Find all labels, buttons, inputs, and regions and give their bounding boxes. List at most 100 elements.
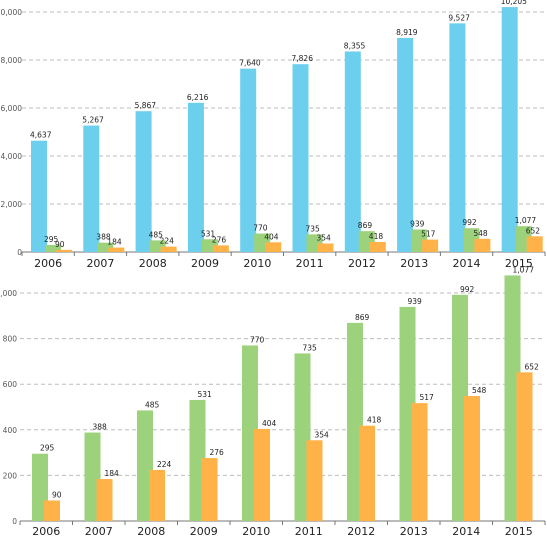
top-data-label: 939 — [410, 219, 425, 228]
top-bar-chart: 02,0004,0006,0008,00010,00020064,6372959… — [0, 0, 546, 270]
bottom-x-tick-label: 2015 — [505, 525, 533, 536]
top-data-label: 8,919 — [396, 28, 418, 37]
top-data-label: 517 — [421, 230, 436, 239]
bottom-data-label: 1,077 — [513, 265, 535, 274]
top-data-label: 10,205 — [501, 0, 527, 6]
top-bar-2007-s3 — [108, 247, 125, 252]
top-x-tick-label: 2013 — [400, 257, 428, 270]
top-bar-2009-s1 — [187, 102, 204, 252]
bottom-data-label: 735 — [303, 343, 318, 352]
top-bar-2009-s3 — [212, 245, 229, 252]
top-bar-2006-s1 — [31, 140, 47, 252]
top-data-label: 8,355 — [344, 41, 366, 50]
bottom-data-label: 770 — [250, 335, 265, 344]
top-y-tick-label: 6,000 — [1, 104, 23, 113]
top-bar-2008-s2 — [149, 240, 166, 252]
top-data-label: 7,826 — [292, 54, 314, 63]
top-bar-2011-s1 — [292, 64, 309, 253]
top-data-label: 4,637 — [30, 131, 52, 140]
bottom-y-tick-label: 800 — [3, 335, 18, 344]
bottom-bar-2011-s2 — [306, 440, 323, 521]
top-data-label: 735 — [306, 224, 321, 233]
bottom-y-tick-label: 400 — [3, 426, 18, 435]
top-bar-2013-s3 — [422, 239, 439, 252]
top-data-label: 184 — [107, 238, 122, 247]
top-data-label: 418 — [369, 232, 384, 241]
bottom-y-tick-label: 200 — [3, 471, 18, 480]
bottom-x-tick-label: 2006 — [32, 525, 60, 536]
top-bar-2007-s1 — [83, 125, 100, 252]
top-x-tick-label: 2007 — [86, 257, 114, 270]
top-x-tick-label: 2008 — [139, 257, 167, 270]
top-bar-2015-s3 — [526, 236, 543, 252]
bottom-bar-2007-s2 — [96, 479, 113, 521]
top-bar-2014-s1 — [449, 23, 466, 252]
bottom-y-tick-label: 600 — [3, 380, 18, 389]
top-y-tick-label: 0 — [17, 248, 22, 257]
top-x-tick-label: 2015 — [505, 257, 533, 270]
bottom-bar-2009-s2 — [201, 458, 218, 521]
bottom-x-tick-label: 2013 — [400, 525, 428, 536]
top-data-label: 388 — [96, 233, 111, 242]
bottom-data-label: 418 — [367, 416, 382, 425]
bottom-x-tick-label: 2010 — [242, 525, 270, 536]
top-data-label: 404 — [264, 232, 279, 241]
bottom-bar-2015-s2 — [516, 372, 533, 521]
bottom-x-tick-label: 2007 — [85, 525, 113, 536]
bottom-data-label: 548 — [472, 386, 487, 395]
top-data-label: 6,216 — [187, 93, 209, 102]
bottom-data-label: 224 — [157, 460, 172, 469]
bottom-data-label: 517 — [420, 393, 435, 402]
top-data-label: 7,640 — [239, 59, 261, 68]
bottom-x-tick-label: 2014 — [452, 525, 480, 536]
bottom-data-label: 276 — [210, 448, 225, 457]
top-data-label: 770 — [253, 224, 268, 233]
top-data-label: 869 — [358, 221, 373, 230]
top-data-label: 5,867 — [135, 101, 157, 110]
bottom-x-tick-label: 2011 — [295, 525, 323, 536]
bottom-y-tick-label: 0 — [12, 517, 17, 526]
bottom-data-label: 184 — [105, 469, 120, 478]
top-data-label: 276 — [212, 235, 227, 244]
bottom-data-label: 652 — [525, 362, 540, 371]
bottom-data-label: 295 — [40, 444, 55, 453]
bottom-bar-2014-s2 — [464, 396, 480, 521]
top-bar-2010-s3 — [265, 242, 282, 252]
top-bar-2006-s3 — [56, 249, 72, 252]
top-bar-2013-s1 — [397, 37, 414, 252]
top-data-label: 531 — [201, 229, 216, 238]
bottom-data-label: 992 — [460, 285, 475, 294]
top-data-label: 224 — [160, 237, 175, 246]
top-bar-2015-s1 — [501, 7, 518, 252]
bottom-data-label: 531 — [198, 390, 213, 399]
top-x-tick-label: 2012 — [348, 257, 376, 270]
bottom-x-tick-label: 2012 — [347, 525, 375, 536]
top-data-label: 548 — [473, 229, 488, 238]
top-x-tick-label: 2009 — [191, 257, 219, 270]
bottom-bar-2006-s2 — [44, 500, 60, 521]
top-bar-2007-s2 — [97, 242, 114, 252]
top-bar-2010-s1 — [240, 68, 257, 252]
bottom-data-label: 90 — [52, 490, 62, 499]
top-data-label: 354 — [317, 234, 332, 243]
top-data-label: 90 — [55, 240, 65, 249]
top-data-label: 652 — [526, 226, 541, 235]
top-y-tick-label: 2,000 — [1, 200, 23, 209]
top-bar-2008-s1 — [135, 111, 152, 252]
bottom-data-label: 869 — [355, 313, 370, 322]
top-x-tick-label: 2014 — [453, 257, 481, 270]
top-bar-2011-s3 — [317, 243, 334, 252]
top-bar-2006-s2 — [45, 244, 61, 252]
top-y-tick-label: 10,000 — [0, 8, 22, 17]
top-data-label: 295 — [44, 235, 59, 244]
top-data-label: 1,077 — [515, 216, 537, 225]
bottom-data-label: 939 — [408, 297, 423, 306]
bottom-bar-2010-s2 — [254, 428, 270, 521]
top-data-label: 992 — [462, 218, 477, 227]
bottom-x-tick-label: 2008 — [137, 525, 165, 536]
top-y-tick-label: 4,000 — [1, 152, 23, 161]
bottom-data-label: 404 — [262, 419, 277, 428]
top-x-tick-label: 2010 — [243, 257, 271, 270]
top-x-tick-label: 2006 — [34, 257, 62, 270]
top-data-label: 9,527 — [448, 13, 470, 22]
